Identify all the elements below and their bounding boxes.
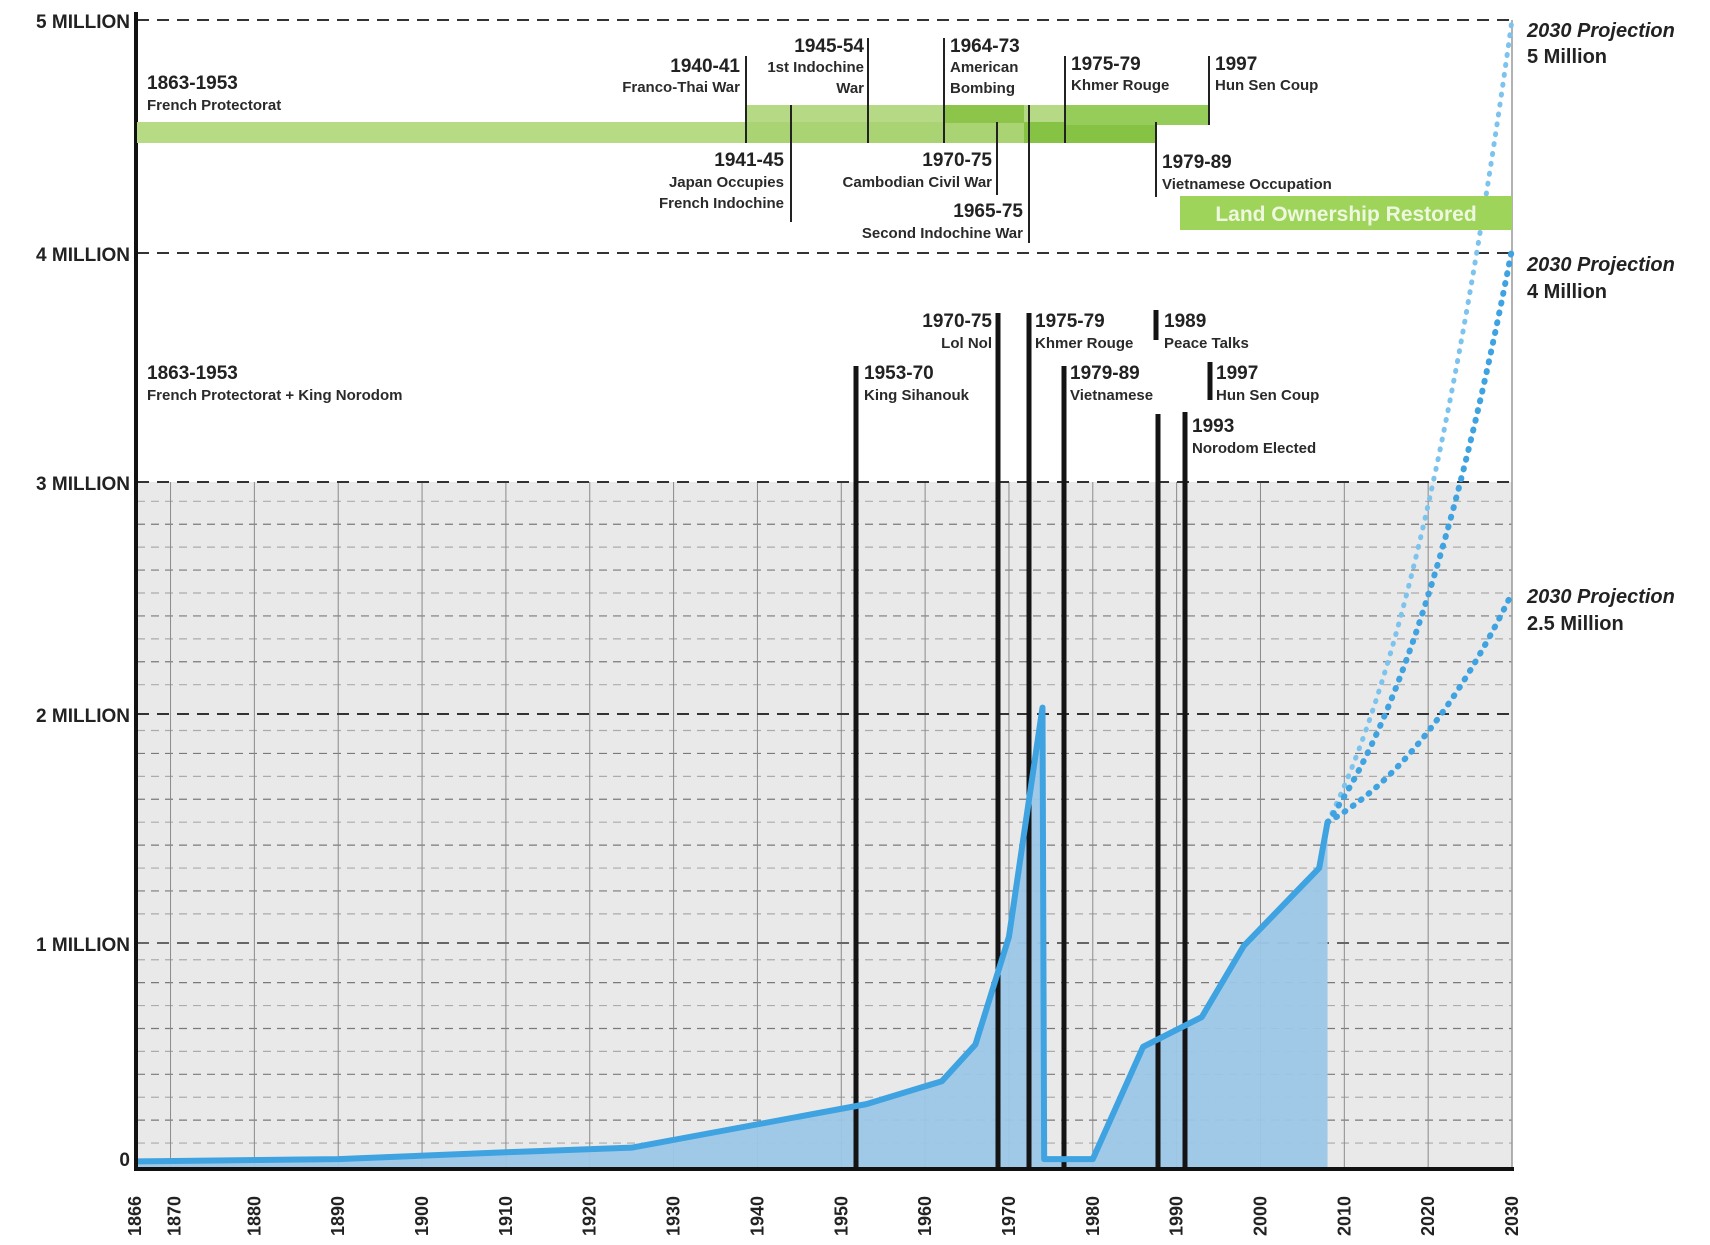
- event-1979-years: 1979-89: [1162, 152, 1232, 173]
- population-line: [136, 704, 1331, 1165]
- event-1945-label2: War: [836, 80, 864, 97]
- leader-1970-years: 1970-75: [922, 311, 992, 332]
- projection-lines: [1324, 17, 1515, 826]
- projection-5m-value: 5 Million: [1527, 46, 1607, 68]
- y-axis-labels: 5 MILLION 4 MILLION 3 MILLION 2 MILLION …: [36, 12, 130, 1171]
- major-gridlines: [137, 19, 1512, 944]
- projection-line-2: [1324, 590, 1515, 826]
- event-1997-label: Hun Sen Coup: [1215, 77, 1318, 94]
- x-label-1930: 1930: [664, 1196, 684, 1236]
- x-label-1990: 1990: [1167, 1196, 1187, 1236]
- event-1970-civil-years: 1970-75: [922, 150, 992, 171]
- x-label-1910: 1910: [496, 1196, 516, 1236]
- event-1863-years: 1863-1953: [147, 73, 238, 94]
- projection-4m-title: 2030 Projection: [1526, 254, 1675, 276]
- x-label-1866: 1866: [125, 1196, 145, 1236]
- leader-1863-years: 1863-1953: [147, 363, 238, 384]
- event-1964-label1: American: [950, 59, 1018, 76]
- x-label-1970: 1970: [999, 1196, 1019, 1236]
- leaders-timeline: 1863-1953 French Protectorat + King Noro…: [147, 311, 1319, 457]
- band-khmer-rouge: [1065, 105, 1209, 125]
- x-label-1940: 1940: [747, 1196, 767, 1236]
- minor-gridlines: [137, 500, 1512, 1144]
- event-1965-label: Second Indochine War: [862, 225, 1023, 242]
- x-label-2020: 2020: [1418, 1196, 1438, 1236]
- event-1970-civil-label: Cambodian Civil War: [843, 174, 993, 191]
- leader-1975-label: Khmer Rouge: [1035, 335, 1133, 352]
- projection-2-5m-value: 2.5 Million: [1527, 613, 1624, 635]
- leader-1997-label: Hun Sen Coup: [1216, 387, 1319, 404]
- leader-1993-label: Norodom Elected: [1192, 440, 1316, 457]
- band-civil-war: [1024, 122, 1156, 143]
- y-label-2m: 2 MILLION: [36, 706, 130, 727]
- leader-1997-years: 1997: [1216, 363, 1258, 384]
- leader-1970-label: Lol Nol: [941, 335, 992, 352]
- event-1945-label1: 1st Indochine: [767, 59, 864, 76]
- x-label-1900: 1900: [412, 1196, 432, 1236]
- leader-1953-label: King Sihanouk: [864, 387, 970, 404]
- projection-4m-value: 4 Million: [1527, 281, 1607, 303]
- y-label-4m: 4 MILLION: [36, 245, 130, 266]
- leader-1975-years: 1975-79: [1035, 311, 1105, 332]
- event-1941-years: 1941-45: [714, 150, 784, 171]
- event-1975-years: 1975-79: [1071, 54, 1141, 75]
- vertical-gridlines: [170, 482, 1429, 1168]
- projection-line-0: [1325, 17, 1515, 825]
- land-ownership-bar: [1180, 196, 1512, 230]
- y-label-0: 0: [119, 1150, 130, 1171]
- event-1863-label: French Protectorat: [147, 97, 281, 114]
- y-label-3m: 3 MILLION: [36, 474, 130, 495]
- projection-line-1: [1324, 246, 1515, 826]
- leader-1953-years: 1953-70: [864, 363, 934, 384]
- y-label-5m: 5 MILLION: [36, 12, 130, 33]
- event-1964-years: 1964-73: [950, 36, 1020, 57]
- leader-1979-years: 1979-89: [1070, 363, 1140, 384]
- x-label-1870: 1870: [165, 1196, 185, 1236]
- event-1965-years: 1965-75: [953, 201, 1023, 222]
- y-label-1m: 1 MILLION: [36, 935, 130, 956]
- x-label-1880: 1880: [244, 1196, 264, 1236]
- event-1941-label2: French Indochine: [659, 195, 784, 212]
- x-label-2000: 2000: [1250, 1196, 1270, 1236]
- event-1979-label: Vietnamese Occupation: [1162, 176, 1332, 193]
- x-label-1950: 1950: [831, 1196, 851, 1236]
- event-1940-label: Franco-Thai War: [622, 79, 740, 96]
- projection-2-5m-title: 2030 Projection: [1526, 586, 1675, 608]
- leader-1989-years: 1989: [1164, 311, 1206, 332]
- leader-1979-label: Vietnamese: [1070, 387, 1153, 404]
- x-label-2010: 2010: [1334, 1196, 1354, 1236]
- x-label-1920: 1920: [580, 1196, 600, 1236]
- x-label-1980: 1980: [1083, 1196, 1103, 1236]
- x-label-1890: 1890: [328, 1196, 348, 1236]
- band-american-bombing: [944, 105, 1024, 123]
- leader-1993-years: 1993: [1192, 416, 1234, 437]
- x-axis-labels: 1866 1870 1880 1890 1900 1910 1920 1930 1940 1950…: [125, 1196, 1522, 1236]
- conflict-timeline: Land Ownership Restored 1863-1953 French…: [137, 36, 1512, 243]
- x-label-2030: 2030: [1502, 1196, 1522, 1236]
- leader-1989-label: Peace Talks: [1164, 335, 1249, 352]
- leader-1863-label: French Protectorat + King Norodom: [147, 387, 402, 404]
- event-1940-years: 1940-41: [670, 56, 740, 77]
- event-1997-years: 1997: [1215, 54, 1257, 75]
- projection-labels: 2030 Projection 5 Million 2030 Projectio…: [1526, 20, 1675, 635]
- event-1941-label1: Japan Occupies: [669, 174, 784, 191]
- x-label-1960: 1960: [915, 1196, 935, 1236]
- land-ownership-label: Land Ownership Restored: [1215, 203, 1476, 226]
- projection-5m-title: 2030 Projection: [1526, 20, 1675, 42]
- event-1975-label: Khmer Rouge: [1071, 77, 1169, 94]
- event-1945-years: 1945-54: [794, 36, 864, 57]
- event-1964-label2: Bombing: [950, 80, 1015, 97]
